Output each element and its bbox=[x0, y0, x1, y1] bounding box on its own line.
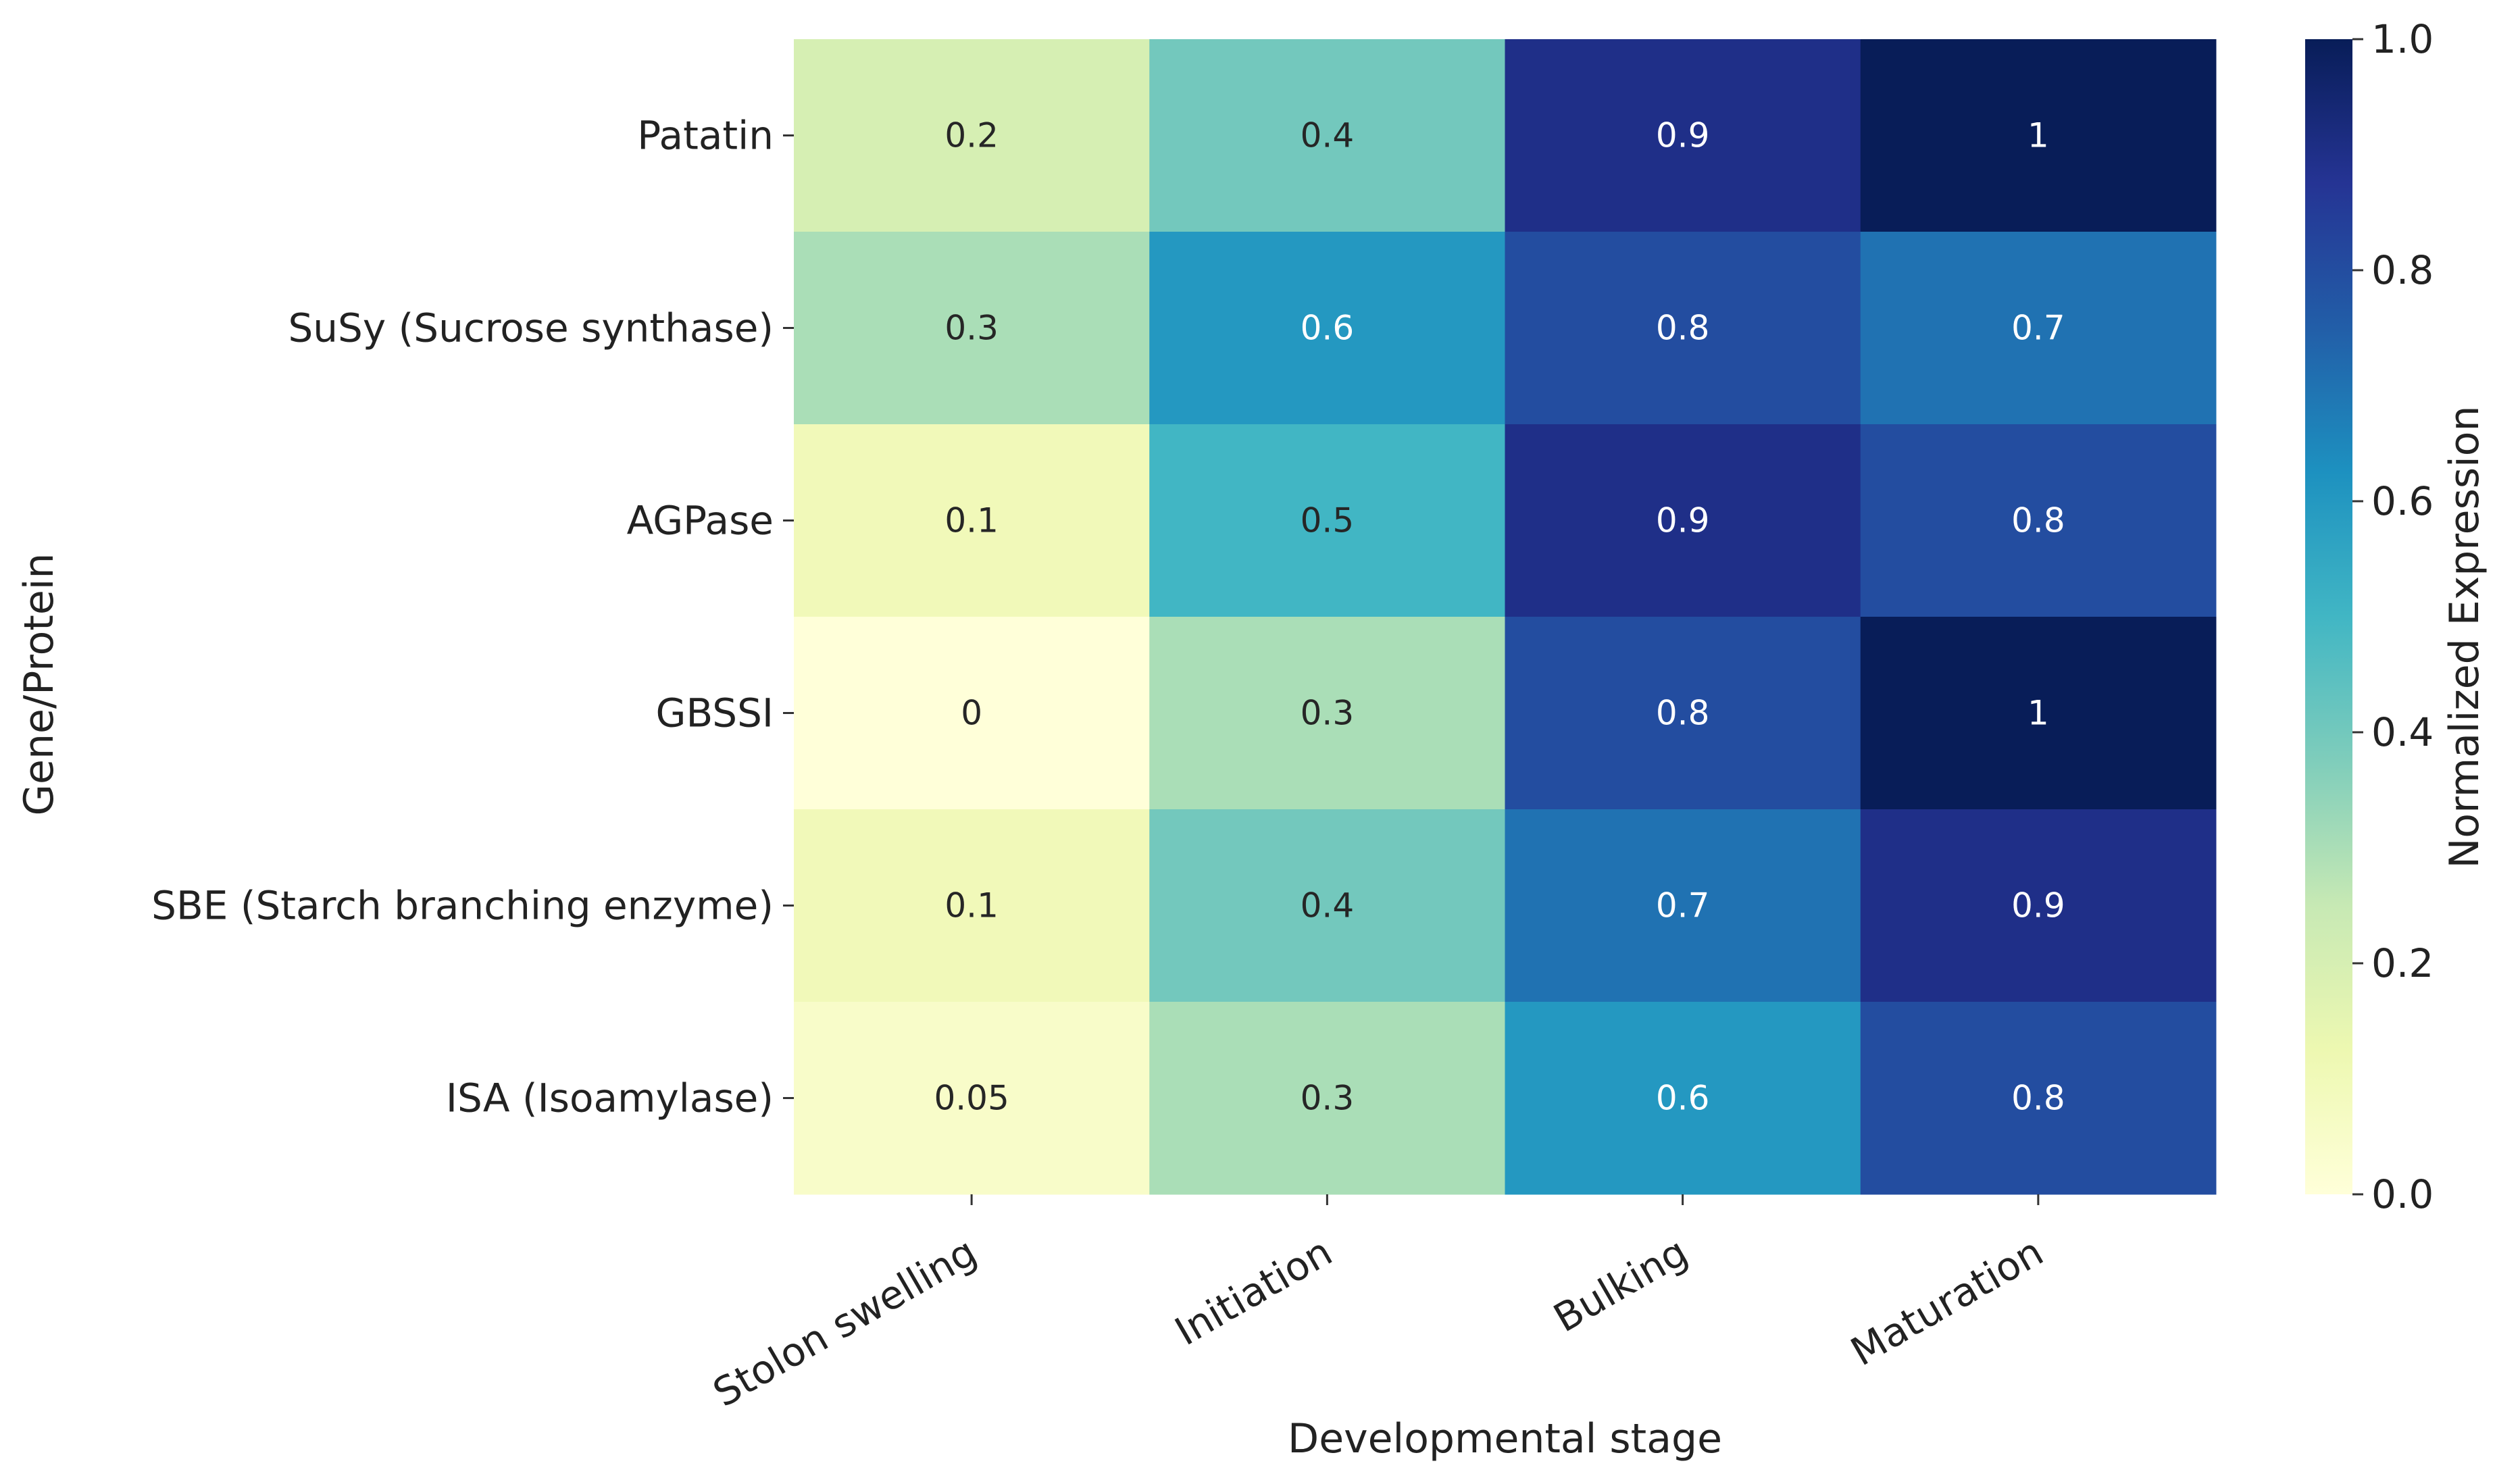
cell-value-label: 0.8 bbox=[2011, 1079, 2065, 1118]
heatmap-cell bbox=[1505, 424, 1861, 617]
colorbar-tick-label: 0.6 bbox=[2371, 478, 2434, 524]
cell-value-label: 0.3 bbox=[1301, 1079, 1355, 1118]
heatmap-cell-labels: 0.2 0.4 0.9 1 0.3 0.6 0.8 0.7 0.1 0.5 0.9 0.8 0 0.3 0.… bbox=[934, 116, 2065, 1118]
cell-value-label: 0.2 bbox=[944, 116, 999, 155]
cell-value-label: 0.4 bbox=[1301, 886, 1355, 925]
y-tick-label: AGPase bbox=[627, 498, 774, 544]
heatmap-cell bbox=[794, 1002, 1150, 1195]
y-tick-label: GBSSI bbox=[656, 690, 774, 736]
cell-value-label: 0.8 bbox=[2011, 501, 2065, 540]
x-axis: Stolon swelling Initiation Bulking Maturati… bbox=[705, 1194, 2050, 1416]
cell-value-label: 0.8 bbox=[1656, 309, 1710, 348]
colorbar-title: Normalized Expression bbox=[2441, 405, 2488, 868]
heatmap-cell bbox=[1149, 617, 1505, 810]
y-tick-label: SuSy (Sucrose synthase) bbox=[288, 305, 774, 351]
heatmap-cell bbox=[1149, 1002, 1505, 1195]
heatmap-cell bbox=[1860, 424, 2217, 617]
y-tick-label: Patatin bbox=[637, 113, 774, 159]
cell-value-label: 0.6 bbox=[1301, 309, 1355, 348]
cell-value-label: 0.9 bbox=[1656, 116, 1710, 155]
heatmap-cell bbox=[794, 809, 1150, 1002]
heatmap-cell bbox=[794, 39, 1150, 232]
colorbar-tick-label: 0.8 bbox=[2371, 247, 2434, 293]
cell-value-label: 1 bbox=[2027, 116, 2049, 155]
heatmap-cell bbox=[1505, 617, 1861, 810]
cell-value-label: 0.9 bbox=[2011, 886, 2065, 925]
cell-value-label: 0.7 bbox=[2011, 309, 2065, 348]
y-axis-title: Gene/Protein bbox=[16, 553, 63, 816]
heatmap-cell bbox=[1505, 232, 1861, 425]
cell-value-label: 0.05 bbox=[934, 1079, 1009, 1118]
cell-value-label: 0.1 bbox=[944, 886, 999, 925]
cell-value-label: 0.3 bbox=[1301, 694, 1355, 733]
colorbar-tick-label: 0.0 bbox=[2371, 1171, 2434, 1217]
cell-value-label: 0.4 bbox=[1301, 116, 1355, 155]
colorbar-gradient bbox=[2305, 39, 2352, 1194]
cell-value-label: 0.9 bbox=[1656, 501, 1710, 540]
heatmap-cell bbox=[1860, 809, 2217, 1002]
heatmap-cell bbox=[1149, 424, 1505, 617]
x-tick-label: Bulking bbox=[1546, 1229, 1695, 1342]
colorbar: 0.0 0.2 0.4 0.6 0.8 1.0 bbox=[2305, 16, 2434, 1217]
heatmap-cell bbox=[794, 617, 1150, 810]
x-axis-title: Developmental stage bbox=[1288, 1415, 1722, 1462]
heatmap-cell bbox=[1505, 1002, 1861, 1195]
colorbar-ticks: 0.0 0.2 0.4 0.6 0.8 1.0 bbox=[2352, 16, 2434, 1217]
colorbar-tick-label: 0.4 bbox=[2371, 709, 2434, 755]
cell-value-label: 0.1 bbox=[944, 501, 999, 540]
heatmap-cell bbox=[1860, 1002, 2217, 1195]
heatmap-cell bbox=[1505, 39, 1861, 232]
heatmap-cell bbox=[1860, 232, 2217, 425]
cell-value-label: 0.8 bbox=[1656, 694, 1710, 733]
cell-value-label: 1 bbox=[2027, 694, 2049, 733]
heatmap-cell bbox=[1505, 809, 1861, 1002]
colorbar-tick-label: 0.2 bbox=[2371, 940, 2434, 986]
colorbar-tick-label: 1.0 bbox=[2371, 16, 2434, 62]
y-tick-label: SBE (Starch branching enzyme) bbox=[151, 883, 774, 929]
heatmap-cell bbox=[794, 232, 1150, 425]
x-tick-label: Stolon swelling bbox=[705, 1229, 984, 1416]
y-tick-label: ISA (Isoamylase) bbox=[446, 1075, 774, 1121]
cell-value-label: 0 bbox=[961, 694, 982, 733]
heatmap-cell bbox=[1149, 39, 1505, 232]
heatmap-cells bbox=[794, 39, 2217, 1195]
y-axis: Patatin SuSy (Sucrose synthase) AGPase GBSS… bbox=[151, 113, 794, 1121]
heatmap-cell bbox=[1860, 617, 2217, 810]
cell-value-label: 0.7 bbox=[1656, 886, 1710, 925]
cell-value-label: 0.6 bbox=[1656, 1079, 1710, 1118]
cell-value-label: 0.3 bbox=[944, 309, 999, 348]
heatmap-cell bbox=[1149, 809, 1505, 1002]
heatmap-cell bbox=[1149, 232, 1505, 425]
heatmap-cell bbox=[1860, 39, 2217, 232]
x-tick-label: Initiation bbox=[1167, 1229, 1340, 1355]
cell-value-label: 0.5 bbox=[1301, 501, 1355, 540]
x-tick-label: Maturation bbox=[1843, 1229, 2050, 1375]
heatmap-cell bbox=[794, 424, 1150, 617]
